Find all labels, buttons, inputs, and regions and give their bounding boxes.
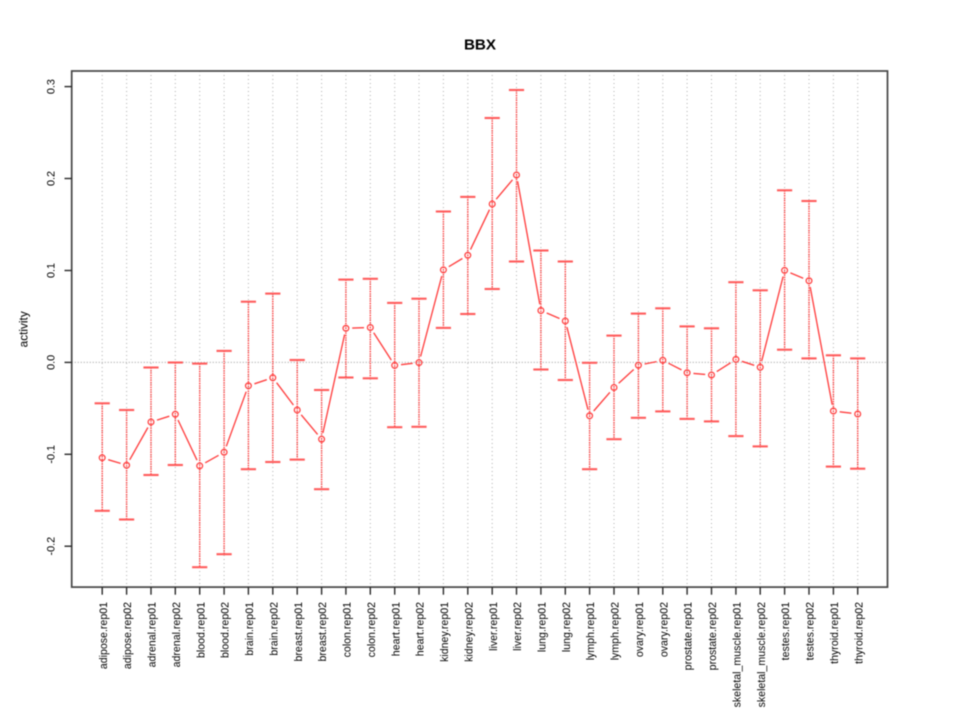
- svg-text:adrenal.rep01: adrenal.rep01: [147, 602, 159, 667]
- svg-text:colon.rep01: colon.rep01: [342, 602, 354, 657]
- svg-text:adrenal.rep02: adrenal.rep02: [171, 602, 183, 667]
- svg-text:colon.rep02: colon.rep02: [366, 602, 378, 657]
- svg-text:BBX: BBX: [464, 37, 496, 54]
- svg-text:lymph.rep01: lymph.rep01: [585, 602, 597, 660]
- svg-text:adipose.rep02: adipose.rep02: [122, 602, 134, 669]
- svg-text:thyroid.rep01: thyroid.rep01: [829, 602, 841, 664]
- svg-text:testes.rep01: testes.rep01: [780, 602, 792, 660]
- svg-text:lymph.rep02: lymph.rep02: [610, 602, 622, 660]
- svg-text:ovary.rep01: ovary.rep01: [634, 602, 646, 657]
- svg-text:0.2: 0.2: [46, 171, 58, 186]
- svg-text:ovary.rep02: ovary.rep02: [658, 602, 670, 657]
- svg-text:adipose.rep01: adipose.rep01: [98, 602, 110, 669]
- svg-text:lung.rep02: lung.rep02: [561, 602, 573, 652]
- svg-text:brain.rep02: brain.rep02: [268, 602, 280, 656]
- svg-text:liver.rep01: liver.rep01: [488, 602, 500, 651]
- svg-text:lung.rep01: lung.rep01: [537, 602, 549, 652]
- svg-text:0.0: 0.0: [46, 355, 58, 370]
- svg-text:skeletal_muscle.rep02: skeletal_muscle.rep02: [756, 602, 768, 708]
- svg-text:breast.rep01: breast.rep01: [293, 602, 305, 662]
- svg-text:activity: activity: [16, 311, 30, 347]
- svg-text:thyroid.rep02: thyroid.rep02: [853, 602, 865, 664]
- svg-text:prostate.rep01: prostate.rep01: [683, 602, 695, 670]
- svg-text:-0.2: -0.2: [46, 537, 58, 556]
- svg-text:brain.rep01: brain.rep01: [244, 602, 256, 656]
- svg-text:skeletal_muscle.rep01: skeletal_muscle.rep01: [732, 602, 744, 708]
- svg-text:heart.rep02: heart.rep02: [415, 602, 427, 656]
- svg-text:prostate.rep02: prostate.rep02: [707, 602, 719, 670]
- svg-text:-0.1: -0.1: [46, 445, 58, 464]
- svg-text:0.3: 0.3: [46, 79, 58, 94]
- svg-text:heart.rep01: heart.rep01: [390, 602, 402, 656]
- svg-text:blood.rep01: blood.rep01: [195, 602, 207, 658]
- svg-text:breast.rep02: breast.rep02: [317, 602, 329, 662]
- svg-text:kidney.rep02: kidney.rep02: [463, 602, 475, 662]
- svg-text:0.1: 0.1: [46, 263, 58, 278]
- svg-text:liver.rep02: liver.rep02: [512, 602, 524, 651]
- svg-text:blood.rep02: blood.rep02: [220, 602, 232, 658]
- svg-text:kidney.rep01: kidney.rep01: [439, 602, 451, 662]
- svg-text:testes.rep02: testes.rep02: [805, 602, 817, 660]
